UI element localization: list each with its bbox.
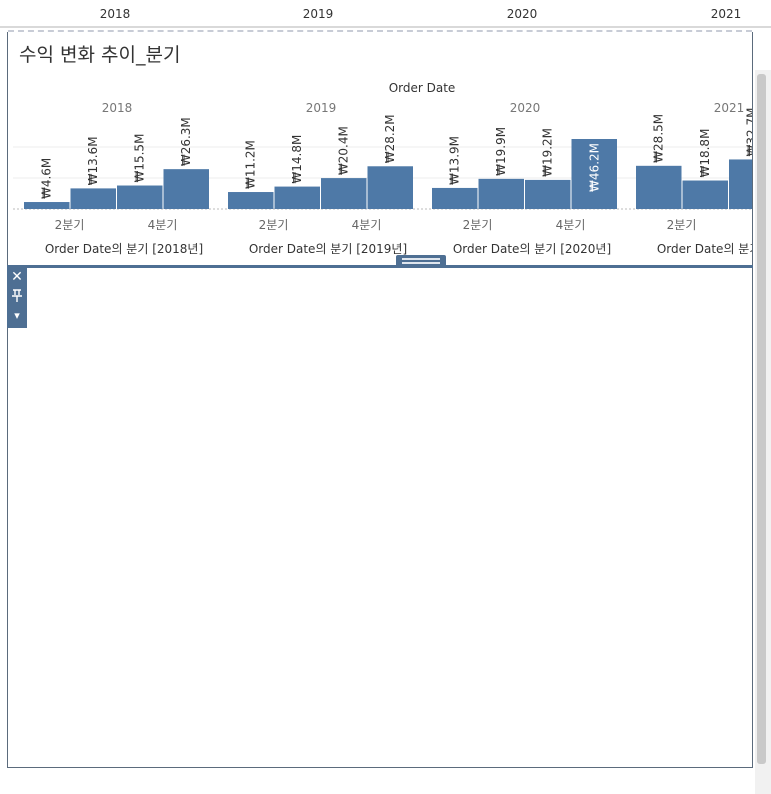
bar[interactable] bbox=[163, 169, 210, 209]
column-header-strip: 2018 2019 2020 2021 bbox=[0, 0, 771, 28]
data-label: ₩11.2M bbox=[244, 140, 258, 189]
sheet-top-dashed-border bbox=[8, 30, 752, 32]
tick-label: 4분기 bbox=[148, 218, 178, 232]
data-label: ₩4.6M bbox=[40, 158, 54, 199]
data-label: ₩28.2M bbox=[383, 114, 397, 163]
vertical-scrollbar[interactable] bbox=[755, 70, 771, 794]
column-header-year: 2018 bbox=[99, 7, 131, 21]
axis-label: Order Date의 분기 [2021년] bbox=[657, 242, 753, 256]
tick-label: 4분기 bbox=[352, 218, 382, 232]
data-label: ₩28.5M bbox=[652, 114, 666, 163]
column-header-year: 2019 bbox=[302, 7, 334, 21]
pane-year-label: 2019 bbox=[306, 101, 337, 115]
bar[interactable] bbox=[228, 192, 274, 209]
close-icon[interactable]: ✕ bbox=[11, 269, 23, 285]
resize-handle[interactable] bbox=[396, 255, 446, 267]
data-label: ₩19.9M bbox=[494, 127, 508, 176]
data-label: ₩13.6M bbox=[86, 136, 100, 185]
bar[interactable] bbox=[682, 180, 729, 209]
pane-year-label: 2018 bbox=[102, 101, 133, 115]
data-label: ₩19.2M bbox=[541, 128, 555, 177]
column-header-year: 2020 bbox=[506, 7, 538, 21]
scrollbar-thumb[interactable] bbox=[757, 74, 766, 764]
worksheet-container[interactable]: 수익 변화 추이_분기 Order Date 2018 ₩4.6M ₩13.6M ₩15… bbox=[7, 32, 753, 768]
column-header-title: Order Date bbox=[389, 81, 456, 95]
data-label: ₩15.5M bbox=[133, 134, 147, 183]
sheet-toolbar: ✕ ▾ bbox=[7, 268, 27, 328]
selection-border bbox=[7, 265, 753, 268]
bar[interactable] bbox=[321, 178, 367, 209]
bar[interactable] bbox=[636, 165, 682, 209]
bar[interactable] bbox=[525, 179, 571, 209]
pin-icon[interactable] bbox=[7, 287, 27, 305]
bar[interactable] bbox=[117, 185, 163, 209]
tick-label: 2분기 bbox=[55, 218, 85, 232]
bar[interactable] bbox=[432, 187, 478, 209]
data-label: ₩18.8M bbox=[698, 129, 712, 178]
bar[interactable] bbox=[274, 186, 321, 209]
bar-chart[interactable]: Order Date 2018 ₩4.6M ₩13.6M ₩15.5M ₩26.3M 2분기… bbox=[8, 32, 753, 272]
column-header-year: 2021 bbox=[710, 7, 742, 21]
axis-label: Order Date의 분기 [2018년] bbox=[45, 242, 203, 256]
axis-label: Order Date의 분기 [2019년] bbox=[249, 242, 407, 256]
tick-label: 2분기 bbox=[259, 218, 289, 232]
bar[interactable] bbox=[24, 202, 70, 209]
pane-year-label: 2021 bbox=[714, 101, 745, 115]
pane-year-label: 2020 bbox=[510, 101, 541, 115]
tick-label: 2분기 bbox=[463, 218, 493, 232]
bar[interactable] bbox=[478, 178, 525, 209]
bar[interactable] bbox=[571, 139, 618, 209]
axis-label: Order Date의 분기 [2020년] bbox=[453, 242, 611, 256]
dropdown-menu-icon[interactable]: ▾ bbox=[14, 309, 20, 322]
data-label: ₩13.9M bbox=[448, 136, 462, 185]
data-label: ₩20.4M bbox=[337, 126, 351, 175]
bar[interactable] bbox=[729, 159, 753, 209]
tick-label: 4분기 bbox=[556, 218, 586, 232]
data-label: ₩26.3M bbox=[179, 117, 193, 166]
data-label: ₩14.8M bbox=[290, 135, 304, 184]
data-label: ₩32.7M bbox=[745, 108, 753, 157]
bar[interactable] bbox=[70, 188, 117, 209]
bar[interactable] bbox=[367, 166, 414, 209]
data-label: ₩46.2M bbox=[587, 143, 601, 192]
tick-label: 2분기 bbox=[667, 218, 697, 232]
sheet-title: 수익 변화 추이_분기 bbox=[19, 44, 181, 66]
